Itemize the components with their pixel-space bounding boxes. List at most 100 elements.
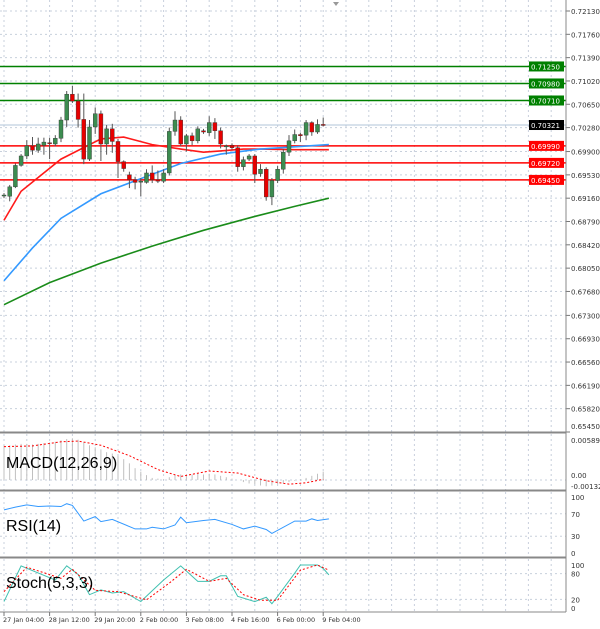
x-tick-label: 29 Jan 20:00 xyxy=(94,616,135,624)
level-label: 0.70980 xyxy=(531,80,560,88)
candle xyxy=(212,118,218,139)
y-tick-label: 0.72130 xyxy=(571,8,600,16)
candle-body xyxy=(195,128,201,142)
candle xyxy=(7,184,12,202)
candle-body xyxy=(149,172,155,181)
candle-body xyxy=(7,186,12,197)
candle xyxy=(47,137,52,160)
x-tick-label: 28 Jan 12:00 xyxy=(49,616,90,624)
stoch-signal-line xyxy=(3,564,330,601)
x-tick-label: 2 Feb 00:00 xyxy=(140,616,179,624)
candle xyxy=(132,176,138,190)
rsi-line xyxy=(3,503,329,534)
candle xyxy=(138,178,144,197)
y-tick-label: 80 xyxy=(571,571,580,579)
candle xyxy=(104,125,109,155)
candle-body xyxy=(1,194,7,197)
level-label-bg xyxy=(529,157,564,168)
candle-body xyxy=(132,179,138,183)
candle xyxy=(127,171,132,189)
candle-body xyxy=(41,141,47,146)
shift-marker-icon xyxy=(333,2,339,6)
candle-body xyxy=(87,126,92,160)
y-tick-label: 0 xyxy=(571,605,575,613)
x-tick-label: 27 Jan 04:00 xyxy=(3,616,44,624)
y-tick-label: 0.67300 xyxy=(571,312,600,320)
level-label: 0.69990 xyxy=(531,143,560,151)
level-label: 0.69450 xyxy=(531,177,560,185)
candle-body xyxy=(115,141,121,162)
candle-body xyxy=(92,113,98,128)
candle xyxy=(315,119,320,134)
moving-average-line xyxy=(3,197,330,306)
candle-body xyxy=(30,145,35,151)
candle-body xyxy=(155,179,161,182)
candle xyxy=(309,121,314,136)
stoch-main-line xyxy=(3,564,330,605)
candle xyxy=(269,178,275,206)
y-tick-label: 100 xyxy=(571,494,584,502)
candle xyxy=(172,111,178,136)
candle-body xyxy=(309,122,314,133)
candle xyxy=(321,117,326,127)
candle xyxy=(58,116,64,143)
candle-body xyxy=(36,143,41,151)
y-tick-label: 0.65820 xyxy=(571,406,600,414)
candle-body xyxy=(321,124,326,126)
candle xyxy=(281,149,286,174)
candle xyxy=(87,120,92,161)
y-tick-label: 70 xyxy=(571,511,580,519)
rsi-label: RSI(14) xyxy=(6,518,62,535)
candle xyxy=(195,126,201,144)
candle xyxy=(167,127,172,176)
candle xyxy=(81,93,87,165)
level-label-bg xyxy=(529,95,564,106)
candle xyxy=(235,145,240,172)
candle xyxy=(292,129,297,144)
candle-body xyxy=(258,168,263,174)
x-tick-label: 9 Feb 04:00 xyxy=(322,616,361,624)
candle-body xyxy=(172,119,178,132)
candle xyxy=(98,110,104,161)
candle xyxy=(184,133,189,152)
candle-body xyxy=(246,155,252,160)
level-label-bg xyxy=(529,140,564,151)
y-tick-label: 0.66930 xyxy=(571,336,600,344)
moving-average-line xyxy=(3,136,329,221)
y-tick-label: 0.69160 xyxy=(571,195,600,203)
candle xyxy=(246,154,252,161)
candle xyxy=(303,120,309,141)
candle-body xyxy=(298,134,303,136)
y-tick-label: -0.001329 xyxy=(571,483,600,491)
candle-body xyxy=(144,172,149,183)
y-tick-label: 0.68420 xyxy=(571,242,600,250)
candle xyxy=(275,166,280,184)
y-tick-label: 0.66560 xyxy=(571,359,600,367)
candle xyxy=(121,160,126,172)
candle xyxy=(92,107,98,134)
y-tick-label: 0.005897 xyxy=(571,437,600,445)
candle xyxy=(258,164,263,177)
x-tick-label: 3 Feb 08:00 xyxy=(185,616,224,624)
y-tick-label: 0.70280 xyxy=(571,125,600,133)
candle-body xyxy=(64,93,69,121)
candle-body xyxy=(201,130,206,133)
candle-body xyxy=(13,165,18,188)
candle xyxy=(206,116,212,136)
candle-body xyxy=(81,119,87,160)
macd-signal-line xyxy=(3,440,324,485)
candle xyxy=(41,137,47,155)
x-tick-label: 6 Feb 00:00 xyxy=(277,616,316,624)
candle-body xyxy=(18,155,24,166)
candle-body xyxy=(110,128,115,142)
candle xyxy=(252,154,258,184)
candle xyxy=(224,144,229,155)
candle xyxy=(115,138,121,179)
candle-body xyxy=(184,135,189,145)
y-tick-label: 0.71390 xyxy=(571,55,600,63)
x-tick-label: 4 Feb 16:00 xyxy=(231,616,270,624)
candle xyxy=(18,154,24,167)
y-tick-label: 0.67680 xyxy=(571,288,600,296)
candle xyxy=(30,137,35,155)
